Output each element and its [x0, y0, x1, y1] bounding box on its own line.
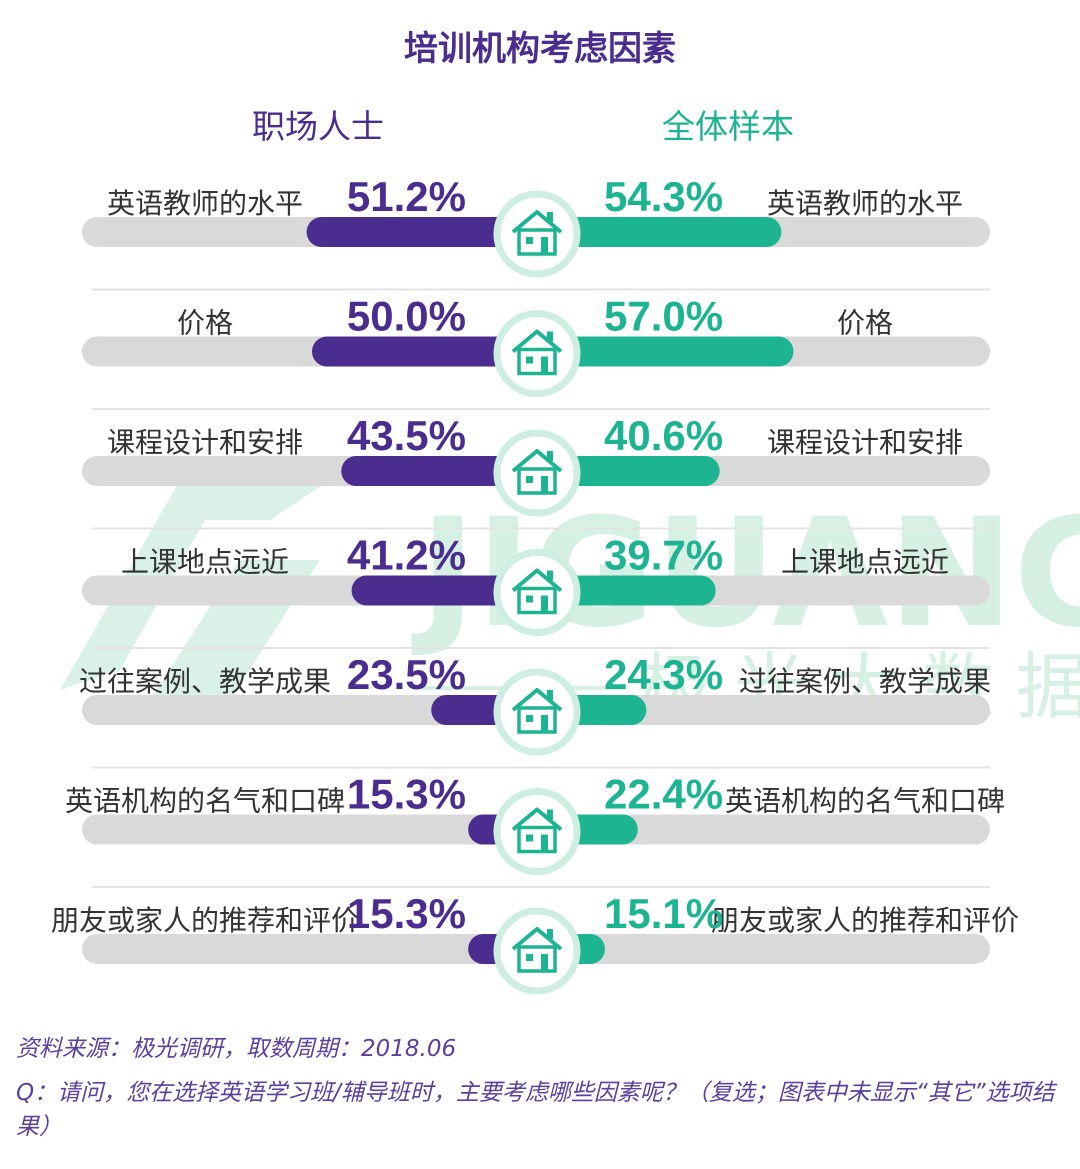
bar-left-series	[306, 217, 537, 247]
data-label-left-series: 51.2%	[347, 173, 466, 220]
house-icon	[493, 429, 581, 517]
category-label-right: 英语教师的水平	[767, 187, 963, 220]
house-icon	[493, 310, 581, 397]
data-label-right-series: 57.0%	[604, 293, 723, 340]
category-label-right: 课程设计和安排	[767, 426, 963, 459]
bar-right-series	[537, 217, 782, 247]
data-label-left-series: 43.5%	[347, 412, 466, 459]
house-icon	[493, 549, 581, 636]
legend-right-series: 全体样本	[662, 107, 794, 146]
house-icon	[493, 668, 581, 756]
data-label-right-series: 54.3%	[604, 173, 723, 220]
category-label-left: 过往案例、教学成果	[79, 665, 331, 698]
category-label-left: 价格	[177, 307, 233, 340]
category-label-left: 朋友或家人的推荐和评价	[51, 904, 359, 937]
bar-left-series	[341, 456, 537, 486]
category-label-right: 上课地点远近	[781, 546, 949, 579]
category-label-right: 过往案例、教学成果	[739, 665, 991, 698]
category-label-left: 英语教师的水平	[107, 187, 303, 220]
category-label-left: 英语机构的名气和口碑	[65, 785, 345, 818]
category-label-left: 上课地点远近	[121, 546, 289, 579]
bar-left-series	[351, 575, 537, 606]
source-note: 资料来源：极光调研，取数周期：2018.06	[16, 1036, 457, 1062]
data-label-right-series: 40.6%	[604, 412, 723, 459]
bar-left-series	[312, 336, 537, 367]
house-icon	[493, 907, 581, 995]
category-label-right: 英语机构的名气和口碑	[725, 785, 1005, 818]
data-label-left-series: 15.3%	[347, 771, 466, 818]
bar-right-series	[537, 456, 720, 486]
chart-title: 培训机构考虑因素	[404, 29, 676, 69]
category-label-right: 朋友或家人的推荐和评价	[711, 904, 1019, 937]
legend-left-series: 职场人士	[252, 107, 384, 146]
category-label-left: 课程设计和安排	[107, 426, 303, 459]
category-label-right: 价格	[837, 307, 893, 340]
house-icon	[493, 788, 581, 875]
chart-rows: 英语教师的水平 英语教师的水平 51.2% 54.3% 价格 价格 50.0% 57.0% 课程…	[51, 173, 1019, 995]
data-label-left-series: 23.5%	[347, 651, 466, 698]
data-label-left-series: 41.2%	[347, 532, 466, 579]
question-note: Q：请问，您在选择英语学习班/辅导班时，主要考虑哪些因素呢？（复选；图表中未显示…	[16, 1080, 1055, 1140]
house-icon	[493, 190, 581, 278]
chart: JIGUANG 极光大数据 培训机构考虑因素 职场人士 全体样本 英语教师的水平…	[51, 29, 1080, 995]
bar-right-series	[537, 575, 716, 606]
data-label-left-series: 50.0%	[347, 293, 466, 340]
data-label-left-series: 15.3%	[347, 890, 466, 937]
bar-right-series	[537, 336, 794, 367]
data-label-right-series: 39.7%	[604, 532, 723, 579]
data-label-right-series: 22.4%	[604, 771, 723, 818]
data-label-right-series: 24.3%	[604, 651, 723, 698]
watermark-logo-mark	[60, 480, 330, 700]
data-label-right-series: 15.1%	[604, 890, 723, 937]
